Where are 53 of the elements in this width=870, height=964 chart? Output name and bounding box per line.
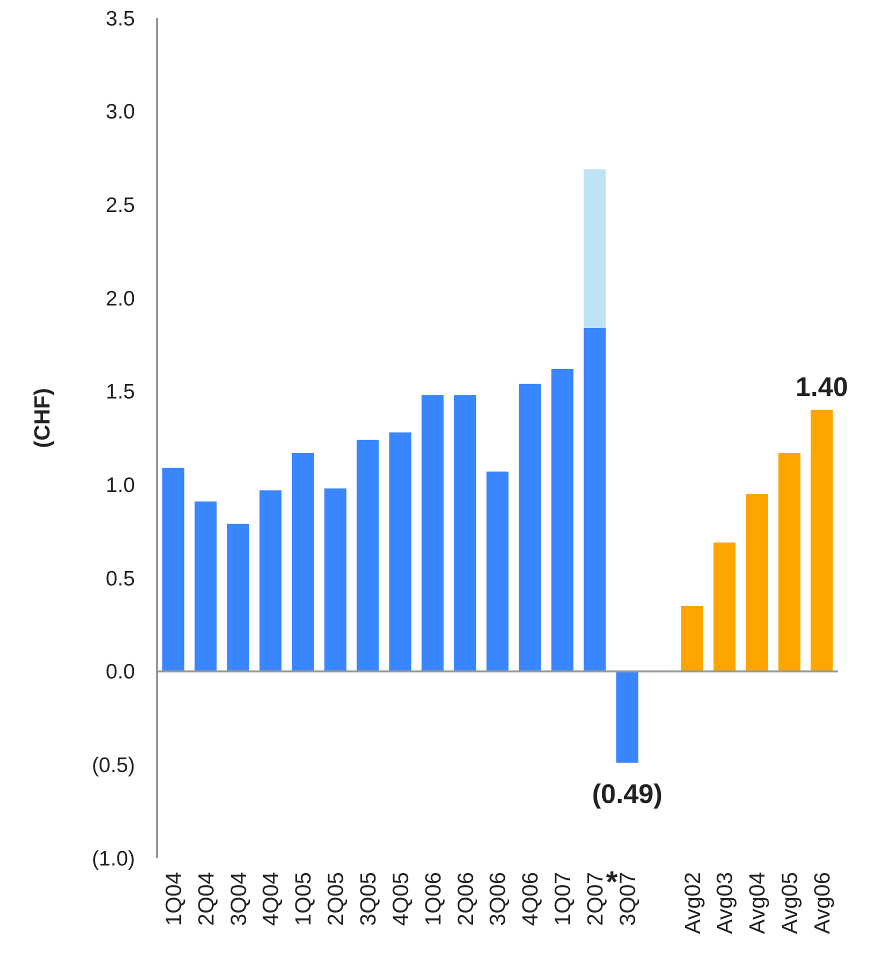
x-tick-label: 2Q07 xyxy=(582,872,608,926)
x-tick-label: Avg03 xyxy=(712,872,738,934)
bar xyxy=(454,395,476,672)
bar xyxy=(713,542,736,672)
bar xyxy=(486,472,509,672)
y-tick-label: 1.0 xyxy=(106,474,135,498)
x-tick-label: 1Q05 xyxy=(290,872,316,926)
x-tick-label: Avg02 xyxy=(680,872,705,934)
bar xyxy=(518,384,541,672)
bar xyxy=(551,368,574,672)
y-tick-label: 0.0 xyxy=(106,660,135,684)
x-tick-label: 2Q06 xyxy=(452,872,478,926)
x-tick-label: 3Q04 xyxy=(226,872,251,926)
x-tick-label: 1Q06 xyxy=(420,872,446,926)
y-axis-title: (CHF) xyxy=(30,388,55,448)
x-tick-label: 1Q04 xyxy=(160,872,186,926)
x-tick-label: 2Q05 xyxy=(323,872,348,926)
y-tick-label: 0.5 xyxy=(106,567,135,590)
x-tick-label: Avg06 xyxy=(809,872,834,934)
bar xyxy=(778,452,800,672)
x-tick-label: 3Q06 xyxy=(485,872,510,926)
x-tick-label: Avg04 xyxy=(744,872,770,934)
bar xyxy=(227,524,250,672)
x-tick-label: 1Q07 xyxy=(550,872,576,926)
bar xyxy=(259,490,282,672)
y-tick-label: 3.5 xyxy=(106,7,135,30)
data-label: 1.40 xyxy=(796,372,848,402)
bar xyxy=(324,488,346,672)
bar xyxy=(746,494,768,672)
x-tick-label: 3Q05 xyxy=(355,872,380,926)
bar xyxy=(584,169,606,328)
y-tick-label: 1.5 xyxy=(106,380,135,404)
bar xyxy=(422,395,444,672)
y-tick-label: 2.0 xyxy=(106,287,135,310)
bar xyxy=(584,328,606,672)
y-tick-label: (0.5) xyxy=(92,754,135,778)
bar xyxy=(292,452,314,672)
bar xyxy=(616,671,638,763)
x-tick-label: Avg05 xyxy=(777,872,802,934)
y-tick-label: 3.0 xyxy=(106,100,135,124)
data-label: (0.49) xyxy=(592,778,662,809)
x-tick-label: 2Q04 xyxy=(193,872,218,926)
y-tick-label: 2.5 xyxy=(106,194,135,218)
x-tick-label: 4Q05 xyxy=(388,872,413,926)
bar xyxy=(389,432,412,672)
y-tick-label: (1.0) xyxy=(92,847,135,870)
x-tick-label: 4Q06 xyxy=(518,872,543,926)
bar xyxy=(194,501,217,672)
bar xyxy=(162,468,184,672)
x-tick-label: 4Q04 xyxy=(258,872,284,926)
bar xyxy=(681,606,704,672)
bar xyxy=(810,410,833,672)
bar xyxy=(356,440,379,672)
